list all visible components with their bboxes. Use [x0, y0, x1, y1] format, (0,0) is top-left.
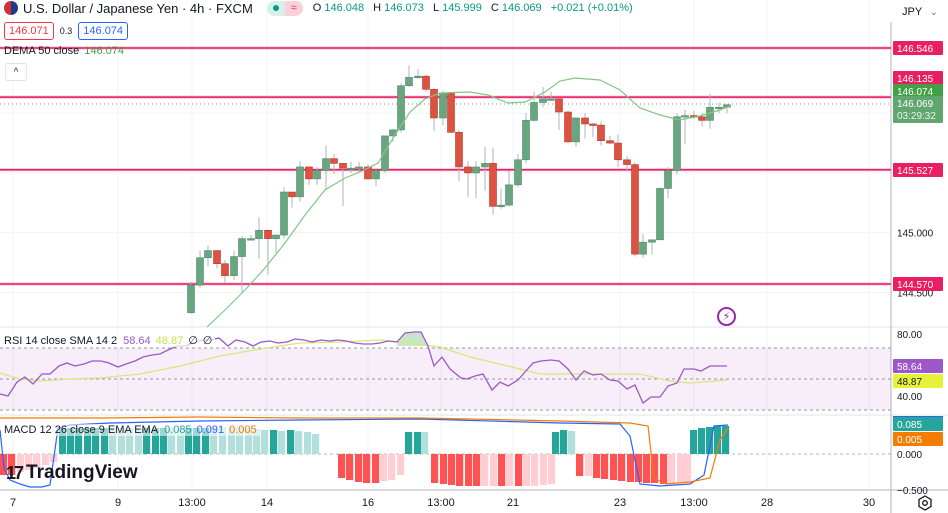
svg-text:−0.500: −0.500 [897, 486, 928, 497]
rsi-legend[interactable]: RSI 14 close SMA 14 2 58.64 48.87 ∅ ∅ [4, 334, 216, 347]
dema-value: 146.074 [84, 45, 124, 57]
collapse-legend-button[interactable]: ^ [5, 63, 27, 81]
rsi-empty-value-2: ∅ [202, 335, 213, 347]
macd-legend[interactable]: MACD 12 26 close 9 EMA EMA 0.085 0.091 0… [4, 424, 260, 436]
dema-label: DEMA 50 close [4, 45, 80, 57]
tradingview-logo-icon: 17 [6, 462, 24, 483]
symbol-header: U.S. Dollar / Japanese Yen · 4h · FXCM ≈… [4, 0, 636, 16]
settings-icon[interactable] [917, 495, 933, 511]
rsi-sma-value: 48.87 [155, 334, 184, 347]
svg-text:9: 9 [115, 497, 121, 509]
svg-text:0.000: 0.000 [897, 450, 922, 461]
svg-text:23: 23 [614, 497, 626, 509]
svg-text:28: 28 [761, 497, 773, 509]
svg-text:21: 21 [507, 497, 519, 509]
svg-text:146.074: 146.074 [897, 87, 934, 98]
dema-legend[interactable]: DEMA 50 close 146.074 [4, 45, 124, 57]
svg-text:13:00: 13:00 [427, 497, 455, 509]
svg-text:14: 14 [261, 497, 273, 509]
flash-icon[interactable]: ⚡ [717, 307, 736, 326]
svg-text:146.135: 146.135 [897, 74, 934, 85]
macd-line-value: 0.091 [196, 424, 225, 436]
symbol-title[interactable]: U.S. Dollar / Japanese Yen · 4h · FXCM [23, 0, 253, 16]
currency-select[interactable]: JPY ⌄ [896, 2, 942, 22]
svg-text:145.000: 145.000 [897, 229, 934, 240]
macd-signal-value: 0.005 [229, 424, 257, 436]
macd-histogram-value: 0.085 [164, 424, 192, 436]
svg-text:0.085: 0.085 [897, 420, 922, 431]
buy-price-button[interactable]: 146.074 [78, 22, 129, 40]
svg-text:58.64: 58.64 [897, 362, 922, 373]
svg-text:145.527: 145.527 [897, 166, 934, 177]
svg-text:7: 7 [10, 497, 16, 509]
svg-text:144.500: 144.500 [897, 288, 934, 299]
chevron-up-icon: ^ [13, 66, 19, 78]
svg-text:48.87: 48.87 [897, 377, 922, 388]
macd-label: MACD 12 26 close 9 EMA EMA [4, 424, 159, 436]
svg-text:16: 16 [362, 497, 374, 509]
rsi-empty-value-1: ∅ [188, 335, 198, 347]
price-change: +0.021 (+0.01%) [550, 2, 633, 14]
svg-text:0.005: 0.005 [897, 435, 922, 446]
usd-jpy-flag-icon [4, 1, 18, 15]
svg-text:40.00: 40.00 [897, 392, 922, 403]
svg-text:146.069: 146.069 [897, 99, 934, 110]
sell-price-button[interactable]: 146.071 [4, 22, 54, 40]
svg-text:146.546: 146.546 [897, 44, 934, 55]
svg-text:80.00: 80.00 [897, 330, 922, 341]
market-status[interactable]: ≈ [266, 0, 303, 16]
currency-label: JPY [902, 6, 923, 18]
svg-text:144.570: 144.570 [897, 280, 934, 291]
svg-text:30: 30 [863, 497, 875, 509]
delayed-data-icon: ≈ [284, 0, 303, 16]
rsi-value: 58.64 [123, 334, 151, 347]
quote-row: 146.071 0.3 146.074 [4, 21, 129, 41]
tradingview-wordmark: TradingView [26, 462, 138, 483]
market-open-icon [266, 0, 285, 16]
chevron-down-icon: ⌄ [929, 6, 938, 18]
candles [187, 65, 731, 314]
svg-text:03:29:32: 03:29:32 [897, 111, 936, 122]
tradingview-logo[interactable]: 17 TradingView [6, 462, 138, 484]
ohlc-values: O 146.048 H 146.073 L 145.999 C 146.069 +0.0… [312, 2, 633, 14]
svg-text:13:00: 13:00 [178, 497, 206, 509]
spread-value: 0.3 [59, 26, 73, 36]
rsi-label: RSI 14 close SMA 14 2 [4, 334, 118, 347]
svg-text:13:00: 13:00 [680, 497, 708, 509]
